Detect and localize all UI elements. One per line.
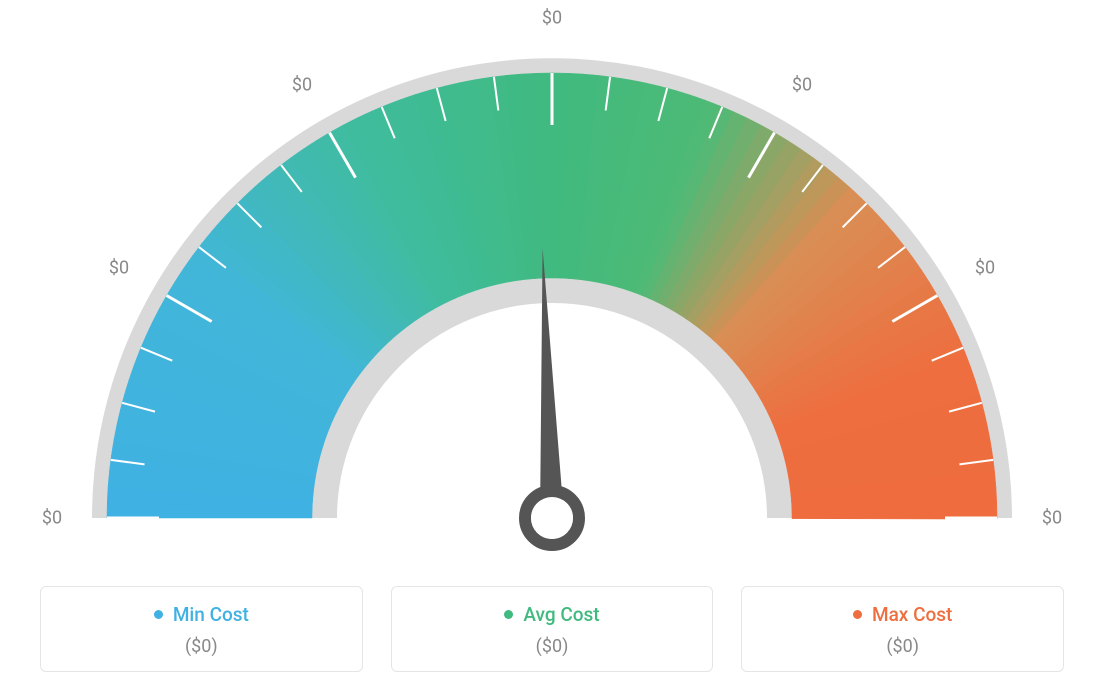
legend-title-max: Max Cost <box>853 603 952 626</box>
legend-dot-min <box>154 610 163 619</box>
legend-value-avg: ($0) <box>536 636 569 657</box>
legend-label-avg: Avg Cost <box>523 603 599 626</box>
legend-label-max: Max Cost <box>872 603 952 626</box>
gauge-tick-label: $0 <box>1042 508 1062 529</box>
gauge-tick-label: $0 <box>542 8 562 29</box>
gauge-tick-label: $0 <box>42 508 62 529</box>
gauge-needle-hub-fill <box>531 497 573 539</box>
legend-card-max: Max Cost ($0) <box>741 586 1064 672</box>
gauge-tick-label: $0 <box>109 258 129 279</box>
legend-value-max: ($0) <box>886 636 919 657</box>
legend-label-min: Min Cost <box>173 603 249 626</box>
legend-dot-max <box>853 610 862 619</box>
gauge-tick-label: $0 <box>975 258 995 279</box>
legend-card-avg: Avg Cost ($0) <box>391 586 714 672</box>
gauge-svg <box>0 0 1104 552</box>
legend-row: Min Cost ($0) Avg Cost ($0) Max Cost ($0… <box>40 586 1064 672</box>
legend-value-min: ($0) <box>185 636 218 657</box>
legend-title-avg: Avg Cost <box>504 603 599 626</box>
gauge-tick-label: $0 <box>292 74 312 95</box>
gauge-chart: $0 $0 $0 $0 $0 $0 $0 <box>0 0 1104 552</box>
legend-title-min: Min Cost <box>154 603 249 626</box>
legend-dot-avg <box>504 610 513 619</box>
gauge-tick-label: $0 <box>792 74 812 95</box>
legend-card-min: Min Cost ($0) <box>40 586 363 672</box>
